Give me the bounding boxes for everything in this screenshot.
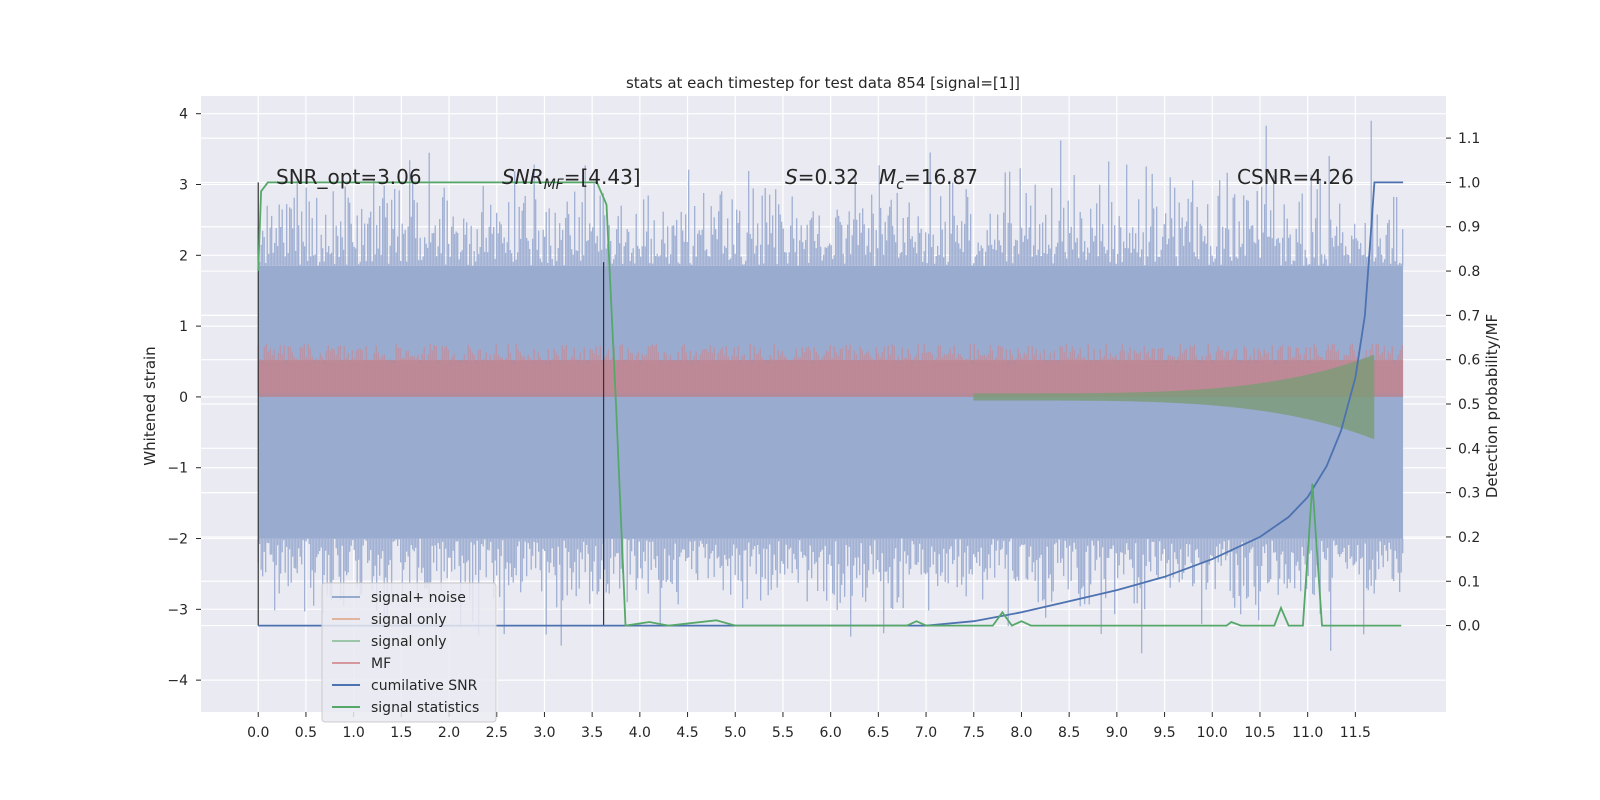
lines [257, 181, 1404, 627]
y-tick-label-right: 0.9 [1458, 220, 1480, 236]
legend: signal+ noise signal only signal only MF cum… [321, 582, 497, 723]
bands [257, 120, 1404, 654]
legend-box [321, 582, 497, 723]
x-tick-label: 6.0 [820, 725, 842, 741]
annotation-snr-mf: SNRMF=[4.43] [502, 165, 641, 193]
y-tick-label-right: 0.6 [1458, 353, 1480, 369]
y-tick-label-right: 0.4 [1458, 441, 1480, 457]
legend-label: signal only [371, 612, 446, 628]
y-tick-label-right: 1.1 [1458, 131, 1480, 147]
x-tick-label: 8.5 [1058, 725, 1080, 741]
annotation-mc-sub: c [896, 177, 904, 193]
y-tick-label-right: 0.1 [1458, 574, 1480, 590]
x-tick-label: 11.0 [1292, 725, 1323, 741]
x-tick-label: 10.0 [1197, 725, 1228, 741]
cumulative-snr-line [258, 181, 1404, 627]
annotation-snr-mf-value: =[4.43] [564, 165, 641, 189]
x-tick-label: 8.0 [1010, 725, 1032, 741]
x-tick-label: 3.5 [581, 725, 603, 741]
signal-only-chirp [973, 354, 1375, 440]
legend-label: MF [371, 656, 391, 672]
annotation-csnr: CSNR=4.26 [1237, 165, 1354, 189]
annotation-s-value: =0.32 [798, 165, 859, 189]
y-tick-label-left: −3 [167, 602, 188, 618]
ticks: 0.0 0.5 1.0 1.5 2.0 2.5 3.0 3.5 4.0 4.5 5.0 5.5 6.0 6… [167, 107, 1480, 741]
legend-label: signal statistics [371, 700, 479, 716]
y-tick-label-left: −2 [167, 532, 188, 548]
annotation-snr-mf-main: SNR [502, 165, 544, 189]
x-tick-label: 4.0 [629, 725, 651, 741]
y-tick-label-left: 1 [179, 319, 188, 335]
legend-label: signal only [371, 634, 446, 650]
x-tick-label: 6.5 [867, 725, 889, 741]
y-tick-label-left: −1 [167, 461, 188, 477]
y-tick-label-left: 3 [179, 178, 188, 194]
y-tick-label-right: 0.0 [1458, 619, 1480, 635]
legend-label: signal+ noise [371, 590, 466, 606]
x-tick-label: 1.5 [390, 725, 412, 741]
annotation-snr-mf-sub: MF [544, 177, 565, 193]
y-axis-label-right: Detection probability/MF [1483, 314, 1501, 498]
x-tick-label: 3.0 [533, 725, 555, 741]
x-tick-label: 9.0 [1106, 725, 1128, 741]
y-tick-label-right: 0.2 [1458, 530, 1480, 546]
x-tick-label: 7.5 [963, 725, 985, 741]
y-tick-label-right: 0.7 [1458, 308, 1480, 324]
chart-title: stats at each timestep for test data 854… [626, 74, 1020, 92]
annotation-s-symbol: S [785, 165, 798, 189]
x-tick-label: 11.5 [1340, 725, 1371, 741]
x-tick-label: 1.0 [343, 725, 365, 741]
x-tick-label: 9.5 [1153, 725, 1175, 741]
x-tick-label: 4.5 [676, 725, 698, 741]
annotation-mc-value: =16.87 [904, 165, 978, 189]
y-tick-label-left: −4 [167, 673, 188, 689]
x-tick-label: 2.0 [438, 725, 460, 741]
x-tick-label: 0.5 [295, 725, 317, 741]
y-tick-label-right: 1.0 [1458, 175, 1480, 191]
x-tick-label: 2.5 [486, 725, 508, 741]
x-tick-label: 7.0 [915, 725, 937, 741]
annotation-mc: Mc=16.87 [879, 165, 978, 193]
signal-statistics-line [257, 181, 1402, 627]
x-tick-label: 10.5 [1244, 725, 1275, 741]
y-tick-label-right: 0.8 [1458, 264, 1480, 280]
y-tick-label-right: 0.5 [1458, 397, 1480, 413]
x-tick-label: 0.0 [247, 725, 269, 741]
y-tick-label-left: 0 [179, 390, 188, 406]
y-tick-label-right: 0.3 [1458, 486, 1480, 502]
annotation-snr-opt: SNR_opt=3.06 [276, 165, 422, 189]
x-tick-label: 5.0 [724, 725, 746, 741]
annotation-mc-symbol: M [879, 165, 896, 189]
legend-label: cumilative SNR [371, 678, 478, 694]
y-tick-label-left: 2 [179, 248, 188, 264]
x-tick-label: 5.5 [772, 725, 794, 741]
annotation-s: S=0.32 [785, 165, 859, 189]
y-tick-label-left: 4 [179, 107, 188, 123]
y-axis-label-left: Whitened strain [141, 346, 159, 465]
